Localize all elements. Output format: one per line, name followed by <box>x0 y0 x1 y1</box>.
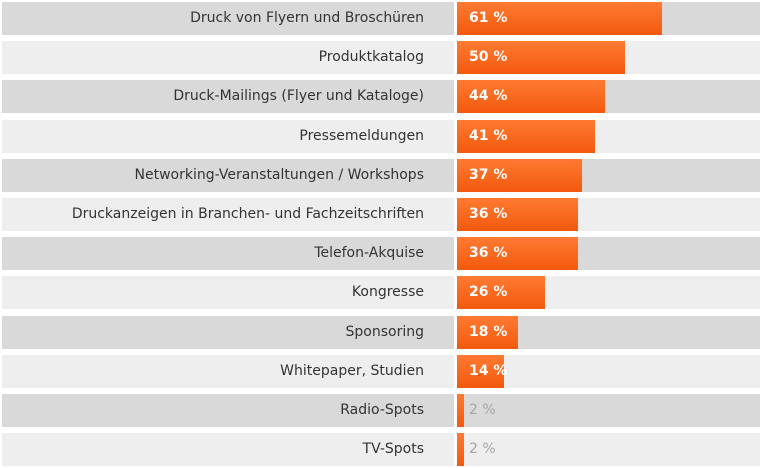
category-label: Pressemeldungen <box>299 127 424 144</box>
value-label: 14 % <box>469 362 508 379</box>
bar <box>457 433 464 467</box>
bar-track: 61 % <box>457 2 760 35</box>
bar <box>457 237 578 271</box>
bar-track: 36 % <box>457 198 760 231</box>
value-label: 2 % <box>469 402 496 418</box>
category-label-cell: TV-Spots <box>2 433 454 467</box>
bar-track: 44 % <box>457 80 760 114</box>
bar <box>457 41 625 75</box>
category-label-cell: Telefon-Akquise <box>2 237 454 271</box>
value-label: 2 % <box>469 441 496 458</box>
category-label-cell: Whitepaper, Studien <box>2 354 454 388</box>
category-label-cell: Druckanzeigen in Branchen- und Fachzeits… <box>2 198 454 231</box>
bar-track: 26 % <box>457 276 760 310</box>
category-label: Telefon-Akquise <box>314 245 424 262</box>
bar-row: Telefon-Akquise 36 % <box>0 237 762 271</box>
value-label: 26 % <box>469 284 508 301</box>
category-label: Druck-Mailings (Flyer und Kataloge) <box>173 88 424 105</box>
category-label: Kongresse <box>351 284 424 301</box>
bar-row: Pressemeldungen 41 % <box>0 119 762 153</box>
category-label: Druck von Flyern und Broschüren <box>190 10 424 26</box>
bar-row: TV-Spots 2 % <box>0 433 762 467</box>
category-label: Druckanzeigen in Branchen- und Fachzeits… <box>71 206 424 222</box>
bar-row: Druck-Mailings (Flyer und Kataloge) 44 % <box>0 80 762 114</box>
bar <box>457 315 518 349</box>
bar-track: 2 % <box>457 433 760 467</box>
value-label: 50 % <box>469 49 508 66</box>
bar <box>457 2 662 35</box>
category-label-cell: Networking-Veranstaltungen / Workshops <box>2 158 454 192</box>
bar <box>457 158 582 192</box>
bar <box>457 198 578 231</box>
bar-track: 18 % <box>457 315 760 349</box>
category-label-cell: Pressemeldungen <box>2 119 454 153</box>
value-label: 36 % <box>469 245 508 262</box>
bar-row: Whitepaper, Studien 14 % <box>0 354 762 388</box>
bar-row: Networking-Veranstaltungen / Workshops 37… <box>0 158 762 192</box>
value-label: 37 % <box>469 166 508 183</box>
bar-track: 2 % <box>457 394 760 427</box>
bar-row: Druckanzeigen in Branchen- und Fachzeits… <box>0 198 762 231</box>
bar <box>457 354 504 388</box>
category-label: Whitepaper, Studien <box>280 362 424 379</box>
value-label: 36 % <box>469 206 508 222</box>
bar-track: 14 % <box>457 354 760 388</box>
category-label: Produktkatalog <box>318 49 424 66</box>
bar-track: 50 % <box>457 41 760 75</box>
bar-track: 36 % <box>457 237 760 271</box>
value-label: 18 % <box>469 323 508 340</box>
category-label: TV-Spots <box>362 441 424 458</box>
bar-row: Produktkatalog 50 % <box>0 41 762 75</box>
bar-row: Radio-Spots 2 % <box>0 394 762 427</box>
bar-track: 37 % <box>457 158 760 192</box>
category-label-cell: Kongresse <box>2 276 454 310</box>
value-label: 61 % <box>469 10 508 26</box>
category-label: Networking-Veranstaltungen / Workshops <box>134 166 425 183</box>
value-label: 41 % <box>469 127 508 144</box>
category-label-cell: Druck-Mailings (Flyer und Kataloge) <box>2 80 454 114</box>
value-label: 44 % <box>469 88 508 105</box>
category-label: Sponsoring <box>345 323 424 340</box>
bar <box>457 119 595 153</box>
bar-row: Sponsoring 18 % <box>0 315 762 349</box>
bar <box>457 394 464 427</box>
category-label: Radio-Spots <box>340 402 424 418</box>
bar-row: Druck von Flyern und Broschüren 61 % <box>0 2 762 35</box>
bar <box>457 80 605 114</box>
category-label-cell: Produktkatalog <box>2 41 454 75</box>
category-label-cell: Radio-Spots <box>2 394 454 427</box>
category-label-cell: Sponsoring <box>2 315 454 349</box>
category-label-cell: Druck von Flyern und Broschüren <box>2 2 454 35</box>
bar <box>457 276 545 310</box>
bar-track: 41 % <box>457 119 760 153</box>
bar-row: Kongresse 26 % <box>0 276 762 310</box>
